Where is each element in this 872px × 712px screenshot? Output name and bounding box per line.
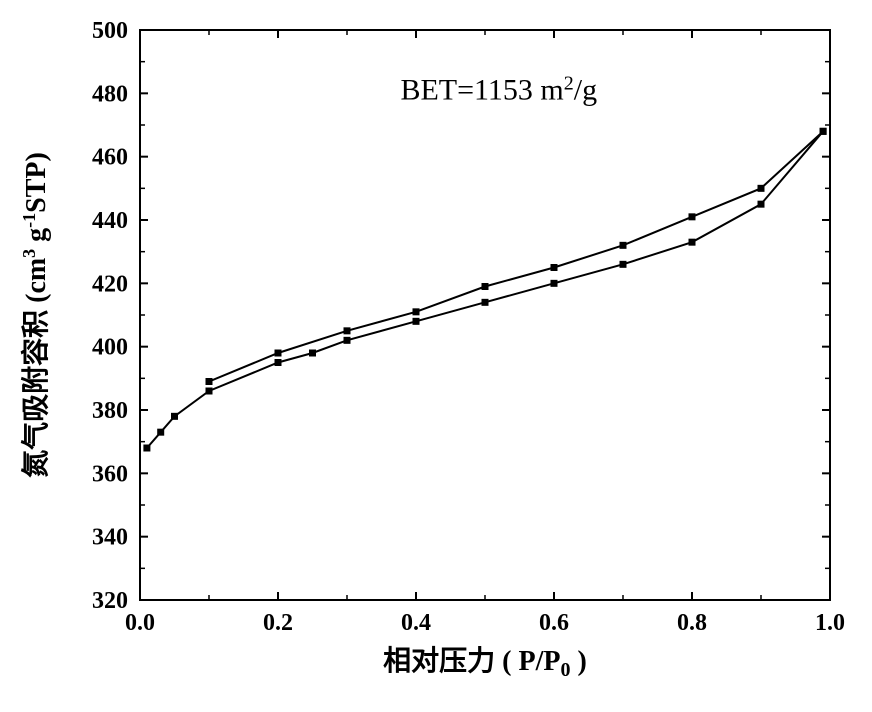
- marker-adsorption: [413, 318, 420, 325]
- x-tick-label: 0.2: [263, 610, 293, 636]
- x-tick-label: 0.6: [539, 610, 569, 636]
- marker-desorption: [620, 242, 627, 249]
- marker-adsorption: [551, 280, 558, 287]
- marker-desorption: [275, 350, 282, 357]
- marker-adsorption: [309, 350, 316, 357]
- marker-desorption: [551, 264, 558, 271]
- y-tick-label: 420: [92, 271, 128, 297]
- y-tick-label: 500: [92, 18, 128, 44]
- marker-adsorption: [689, 239, 696, 246]
- y-tick-label: 440: [92, 208, 128, 234]
- marker-adsorption: [344, 337, 351, 344]
- marker-desorption: [689, 213, 696, 220]
- chart-svg: 0.0 0.2 0.4 0.6 0.8 1.0 320 340 360 380 400 420 440 4…: [0, 0, 872, 712]
- x-tick-label: 0.8: [677, 610, 707, 636]
- marker-desorption: [206, 378, 213, 385]
- y-tick-label: 460: [92, 145, 128, 171]
- marker-adsorption: [482, 299, 489, 306]
- marker-adsorption: [275, 359, 282, 366]
- marker-desorption: [344, 327, 351, 334]
- x-axis-title: 相对压力 ( P/P0 ): [383, 645, 587, 681]
- y-tick-label: 380: [92, 398, 128, 424]
- y-tick-label: 400: [92, 335, 128, 361]
- marker-desorption: [758, 185, 765, 192]
- marker-adsorption: [758, 201, 765, 208]
- marker-adsorption: [171, 413, 178, 420]
- y-axis-title: 氮气吸附容积 (cm3 g-1STP): [19, 152, 52, 478]
- marker-adsorption: [206, 388, 213, 395]
- chart-container: 0.0 0.2 0.4 0.6 0.8 1.0 320 340 360 380 400 420 440 4…: [0, 0, 872, 712]
- y-tick-label: 340: [92, 525, 128, 551]
- marker-adsorption: [157, 429, 164, 436]
- x-tick-label: 0.4: [401, 610, 431, 636]
- x-tick-label: 0.0: [125, 610, 155, 636]
- y-tick-label: 360: [92, 461, 128, 487]
- marker-adsorption: [620, 261, 627, 268]
- y-tick-label: 320: [92, 588, 128, 614]
- marker-desorption: [482, 283, 489, 290]
- y-tick-label: 480: [92, 81, 128, 107]
- marker-desorption: [413, 308, 420, 315]
- x-tick-label: 1.0: [815, 610, 845, 636]
- marker-desorption: [820, 128, 827, 135]
- marker-adsorption: [143, 445, 150, 452]
